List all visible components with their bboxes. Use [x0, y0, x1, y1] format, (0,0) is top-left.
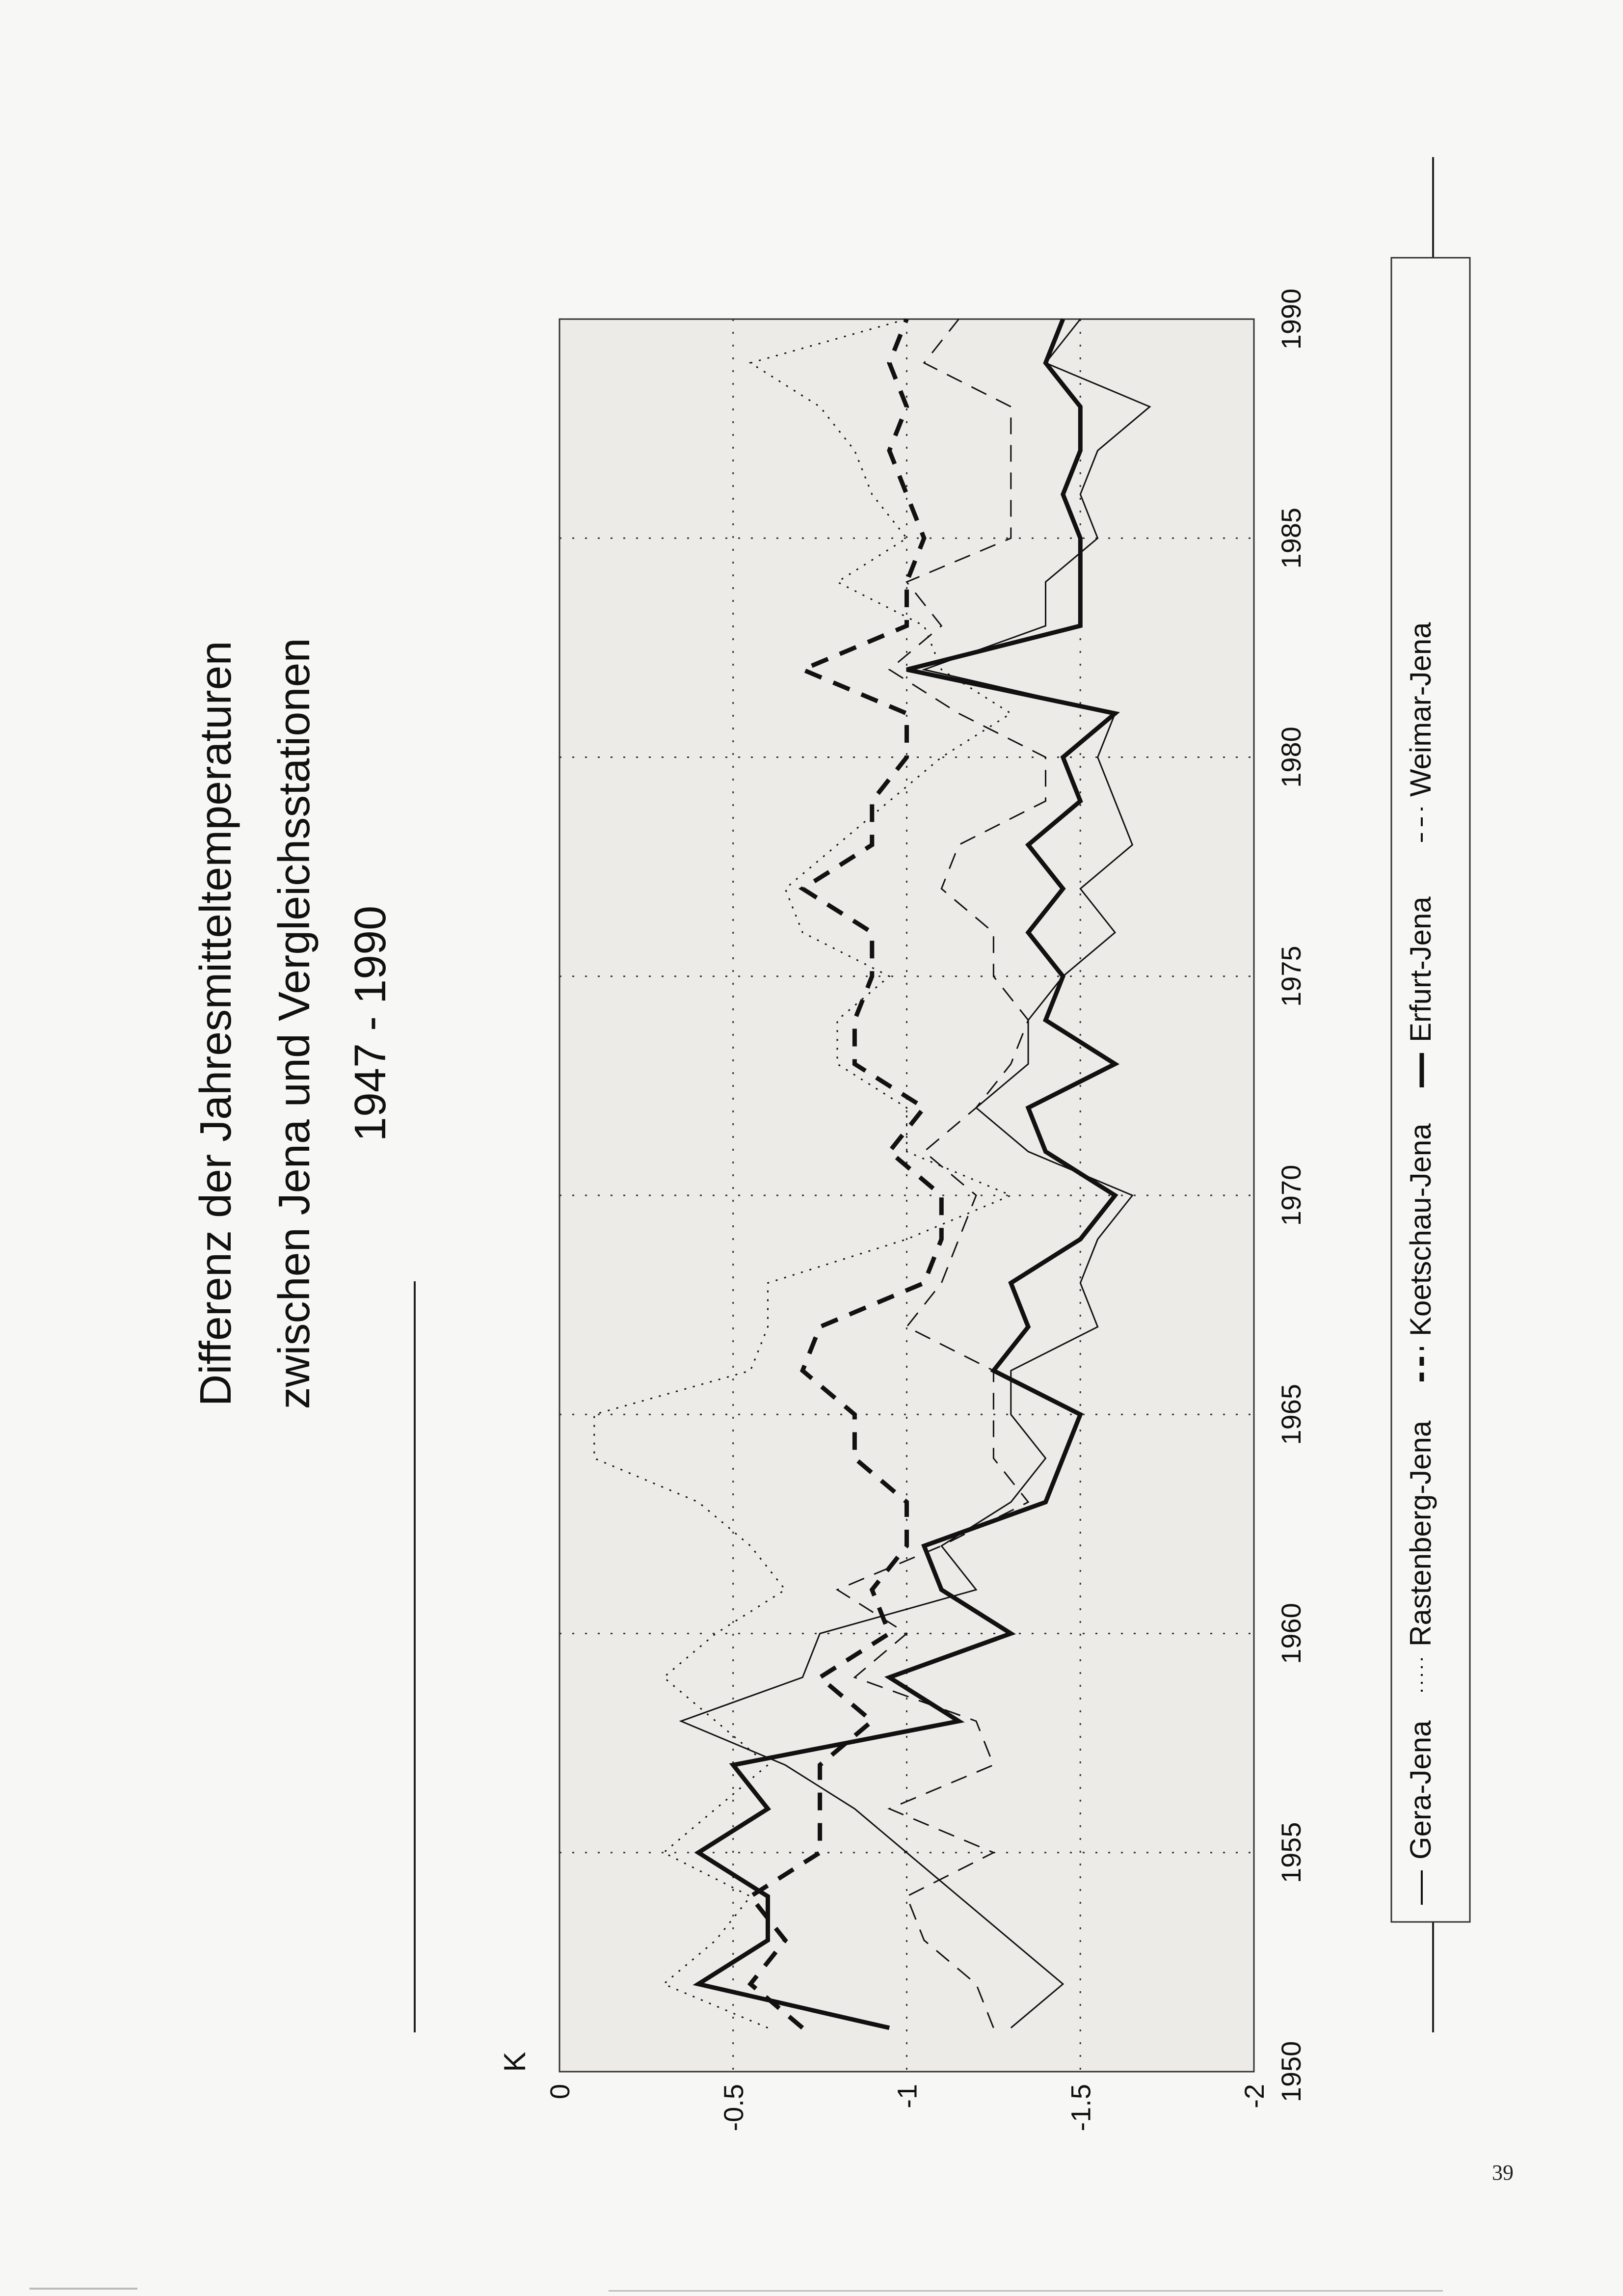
tick-labels: 0 -0.5 -1 -1.5 -2 1950 1955 1960 1965 1970 1975 198… — [544, 289, 1306, 2132]
series-line-erfurt-jena — [692, 318, 1120, 2030]
series-line-koetschau-jena — [747, 318, 944, 2030]
legend: Gera-Jena Rastenberg-Jena Koetschau-Jena Er… — [1404, 622, 1437, 1905]
scan-edge-mark — [609, 2290, 1443, 2292]
legend-label: Koetschau-Jena — [1404, 1123, 1437, 1336]
y-tick-label: -0.5 — [718, 2084, 749, 2132]
legend-label: Weimar-Jena — [1404, 622, 1437, 797]
chart-title: Differenz der Jahresmitteltemperaturen zw… — [191, 638, 395, 1409]
title-line: Differenz der Jahresmitteltemperaturen — [191, 641, 240, 1406]
x-tick-label: 1970 — [1276, 1165, 1306, 1226]
legend-label: Gera-Jena — [1404, 1720, 1437, 1860]
legend-label: Erfurt-Jena — [1404, 896, 1437, 1042]
gridlines — [559, 319, 1254, 2072]
series-line-weimar-jena — [835, 319, 1046, 2028]
y-tick-label: -1 — [892, 2084, 923, 2108]
series-lines — [593, 318, 1151, 2030]
x-tick-label: 1990 — [1276, 289, 1306, 350]
title-line: 1947 - 1990 — [346, 906, 395, 1141]
x-tick-label: 1960 — [1276, 1603, 1306, 1664]
x-tick-label: 1975 — [1276, 945, 1306, 1007]
series-line-rastenberg-jena — [593, 318, 1013, 2029]
x-tick-label: 1965 — [1276, 1384, 1306, 1445]
title-line: zwischen Jena und Vergleichsstationen — [270, 638, 319, 1409]
y-tick-label: -2 — [1239, 2084, 1270, 2108]
x-tick-label: 1950 — [1276, 2041, 1306, 2103]
legend-label: Rastenberg-Jena — [1404, 1420, 1437, 1647]
scan-edge-mark — [29, 2288, 137, 2290]
y-axis-label: K — [498, 2052, 532, 2072]
y-tick-label: 0 — [544, 2084, 575, 2099]
page-number: 39 — [1492, 2161, 1514, 2185]
legend-box — [1390, 257, 1471, 1923]
x-tick-label: 1955 — [1276, 1822, 1306, 1883]
x-tick-label: 1980 — [1276, 727, 1306, 788]
x-tick-label: 1985 — [1276, 508, 1306, 569]
y-tick-label: -1.5 — [1065, 2084, 1096, 2132]
